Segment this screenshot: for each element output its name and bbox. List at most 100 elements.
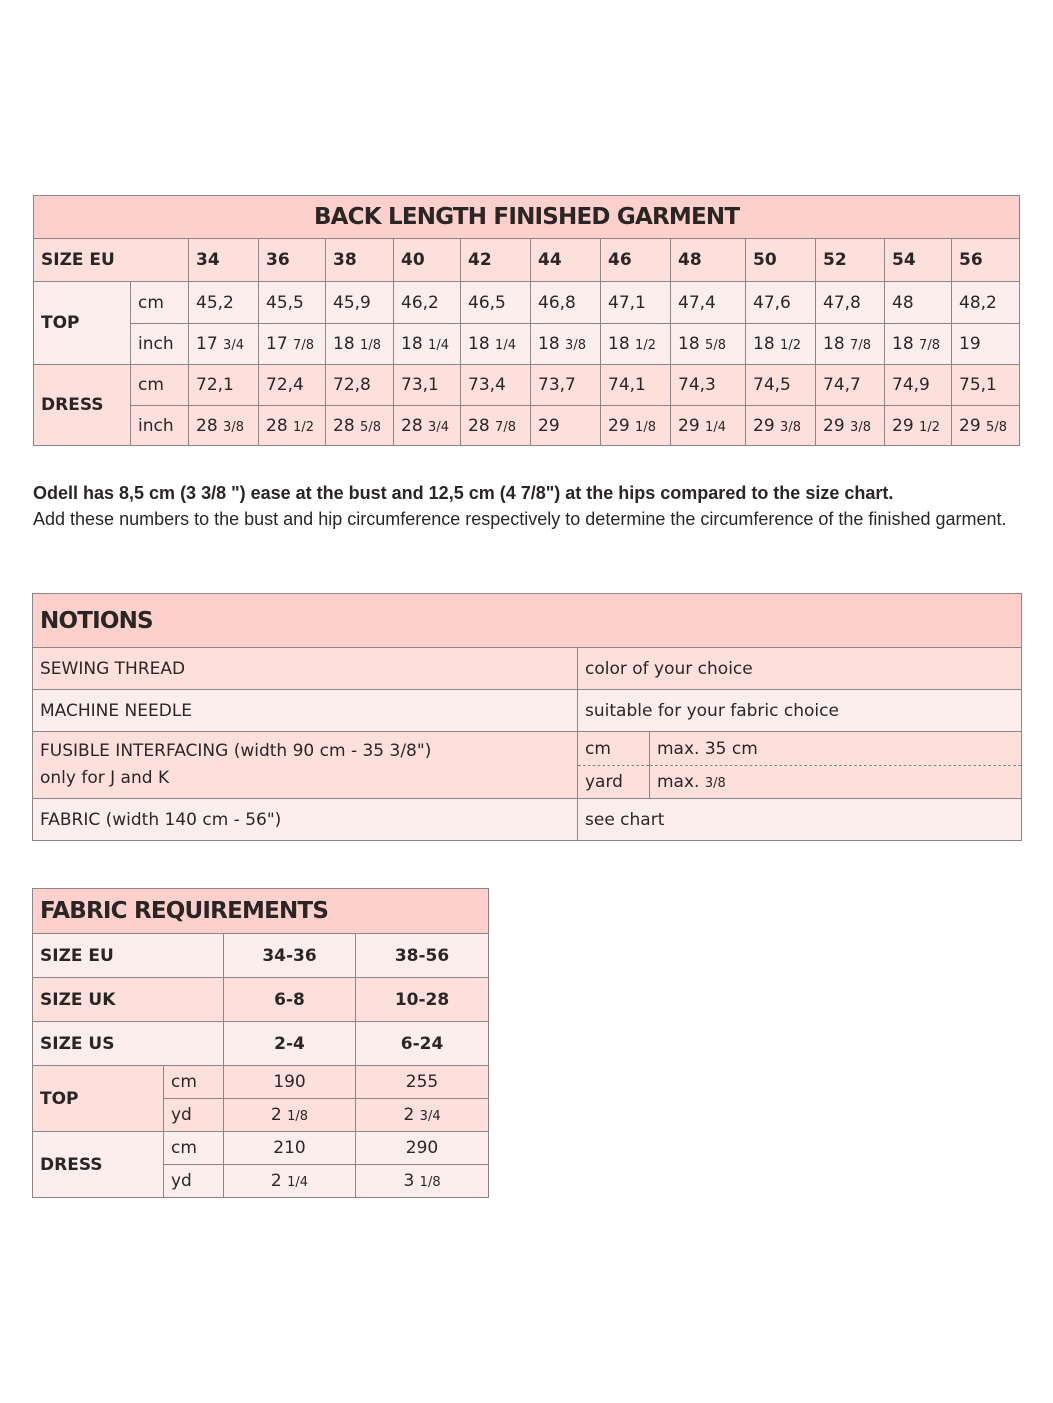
fabric-amount: 290 <box>354 1131 490 1165</box>
back-length-row: DRESS cm 72,1 72,4 72,8 73,1 73,4 73,7 74,1 74,3 7… <box>33 364 1021 446</box>
unit-label: cm <box>163 1065 224 1099</box>
sewing-thread-label: SEWING THREAD <box>32 647 578 690</box>
measurement-cell: 48 <box>884 281 952 324</box>
size-label: SIZE US <box>32 1021 224 1066</box>
size-header: 40 <box>393 238 461 282</box>
measurement-cell: 18 7/8 <box>815 323 885 365</box>
back-length-row: inch 17 3/4 17 7/8 18 1/8 18 1/4 18 1/4 18 3/8… <box>33 323 1021 365</box>
size-header: 46 <box>600 238 671 282</box>
measurement-cell: 72,8 <box>325 364 394 406</box>
size-header: 54 <box>884 238 952 282</box>
unit-label: yd <box>163 1164 224 1198</box>
ease-note: Odell has 8,5 cm (3 3/8 ") ease at the b… <box>33 480 1023 532</box>
machine-needle-label: MACHINE NEEDLE <box>32 689 578 732</box>
fabric-amount: 210 <box>223 1131 356 1165</box>
size-row: SIZE US 2-4 6-24 <box>32 1021 490 1066</box>
measurement-cell: 74,5 <box>745 364 816 406</box>
measurement-cell: 28 3/4 <box>393 405 461 446</box>
size-eu-label: SIZE EU <box>33 238 189 282</box>
size-header: 56 <box>950 238 1021 282</box>
measurement-cell: 47,1 <box>600 281 671 324</box>
size-row: SIZE UK 6-8 10-28 <box>32 977 490 1022</box>
measurement-cell: 75,1 <box>950 364 1021 406</box>
size-header: 44 <box>530 238 601 282</box>
measurement-cell: 46,2 <box>393 281 461 324</box>
ease-note-text: Add these numbers to the bust and hip ci… <box>33 509 1007 529</box>
group-label: TOP <box>33 281 131 365</box>
ease-note-bold: Odell has 8,5 cm (3 3/8 ") ease at the b… <box>33 483 894 503</box>
interfacing-sublabel: only for J and K <box>40 768 170 788</box>
interfacing-yard-unit: yard <box>577 765 650 799</box>
measurement-cell: 47,4 <box>670 281 746 324</box>
unit-label: inch <box>130 405 189 446</box>
sewing-thread-value: color of your choice <box>576 647 1023 690</box>
fabric-amount: 190 <box>223 1065 356 1099</box>
measurement-cell: 29 1/4 <box>670 405 746 446</box>
unit-label: cm <box>163 1131 224 1165</box>
size-header: 34 <box>188 238 259 282</box>
size-header: 42 <box>460 238 531 282</box>
measurement-cell: 74,7 <box>815 364 885 406</box>
measurement-cell: 28 3/8 <box>188 405 259 446</box>
measurement-cell: 73,4 <box>460 364 531 406</box>
measurement-cell: 74,9 <box>884 364 952 406</box>
group-label: DRESS <box>33 364 131 446</box>
fabric-amount: 2 1/4 <box>223 1164 356 1198</box>
fabric-amount: 255 <box>354 1065 490 1099</box>
machine-needle-value: suitable for your fabric choice <box>576 689 1023 732</box>
unit-label: inch <box>130 323 189 365</box>
size-range: 10-28 <box>354 977 490 1022</box>
measurement-cell: 46,5 <box>460 281 531 324</box>
measurement-cell: 18 1/2 <box>745 323 816 365</box>
measurement-cell: 18 7/8 <box>884 323 952 365</box>
size-header: 50 <box>745 238 816 282</box>
unit-label: yd <box>163 1098 224 1132</box>
measurement-cell: 48,2 <box>950 281 1021 324</box>
interfacing-cm-unit: cm <box>577 731 650 766</box>
interfacing-label-cell: FUSIBLE INTERFACING (width 90 cm - 35 3/… <box>32 731 578 799</box>
notions-title: NOTIONS <box>31 593 1023 648</box>
measurement-cell: 28 7/8 <box>460 405 531 446</box>
measurement-cell: 45,2 <box>188 281 259 324</box>
fabric-amount: 2 1/8 <box>223 1098 356 1132</box>
fabric-amount: 2 3/4 <box>354 1098 490 1132</box>
back-length-title: BACK LENGTH FINISHED GARMENT <box>32 195 1021 239</box>
size-header: 52 <box>815 238 885 282</box>
size-header: 48 <box>670 238 746 282</box>
measurement-cell: 46,8 <box>530 281 601 324</box>
fabric-amount: 3 1/8 <box>354 1164 490 1198</box>
measurement-cell: 17 3/4 <box>188 323 259 365</box>
measurement-cell: 47,6 <box>745 281 816 324</box>
measurement-cell: 29 3/8 <box>815 405 885 446</box>
measurement-cell: 73,1 <box>393 364 461 406</box>
back-length-row: TOP cm 45,2 45,5 45,9 46,2 46,5 46,8 47,1 47,4 47,… <box>33 281 1021 365</box>
measurement-cell: 29 1/2 <box>884 405 952 446</box>
back-length-table: BACK LENGTH FINISHED GARMENT SIZE EU 34 36 3… <box>32 195 1021 446</box>
measurement-cell: 18 1/2 <box>600 323 671 365</box>
size-header: 38 <box>325 238 394 282</box>
measurement-cell: 72,1 <box>188 364 259 406</box>
size-range: 38-56 <box>354 933 490 978</box>
measurement-cell: 73,7 <box>530 364 601 406</box>
interfacing-cm-value: max. 35 cm <box>648 731 1023 766</box>
measurement-cell: 72,4 <box>258 364 326 406</box>
group-label: DRESS <box>32 1131 164 1198</box>
size-row: SIZE EU 34-36 38-56 <box>32 933 490 978</box>
measurement-cell: 74,3 <box>670 364 746 406</box>
size-range: 6-8 <box>223 977 356 1022</box>
fabric-row: TOP cm 190 255 <box>32 1065 490 1132</box>
fabric-row: yd 2 1/8 2 3/4 <box>32 1098 490 1132</box>
measurement-cell: 29 <box>530 405 601 446</box>
measurement-cell: 18 1/4 <box>460 323 531 365</box>
measurement-cell: 29 1/8 <box>600 405 671 446</box>
notions-table: NOTIONS SEWING THREAD color of your choic… <box>31 593 1023 841</box>
fabric-requirements-table: FABRIC REQUIREMENTS SIZE EU 34-36 38-56 SIZE… <box>31 888 490 1198</box>
fabric-requirements-title: FABRIC REQUIREMENTS <box>31 888 490 934</box>
interfacing-yard-value: max. 3/8 <box>648 765 1023 799</box>
unit-label: cm <box>130 364 189 406</box>
measurement-cell: 29 5/8 <box>950 405 1021 446</box>
measurement-cell: 74,1 <box>600 364 671 406</box>
unit-label: cm <box>130 281 189 324</box>
size-range: 2-4 <box>223 1021 356 1066</box>
measurement-cell: 45,9 <box>325 281 394 324</box>
